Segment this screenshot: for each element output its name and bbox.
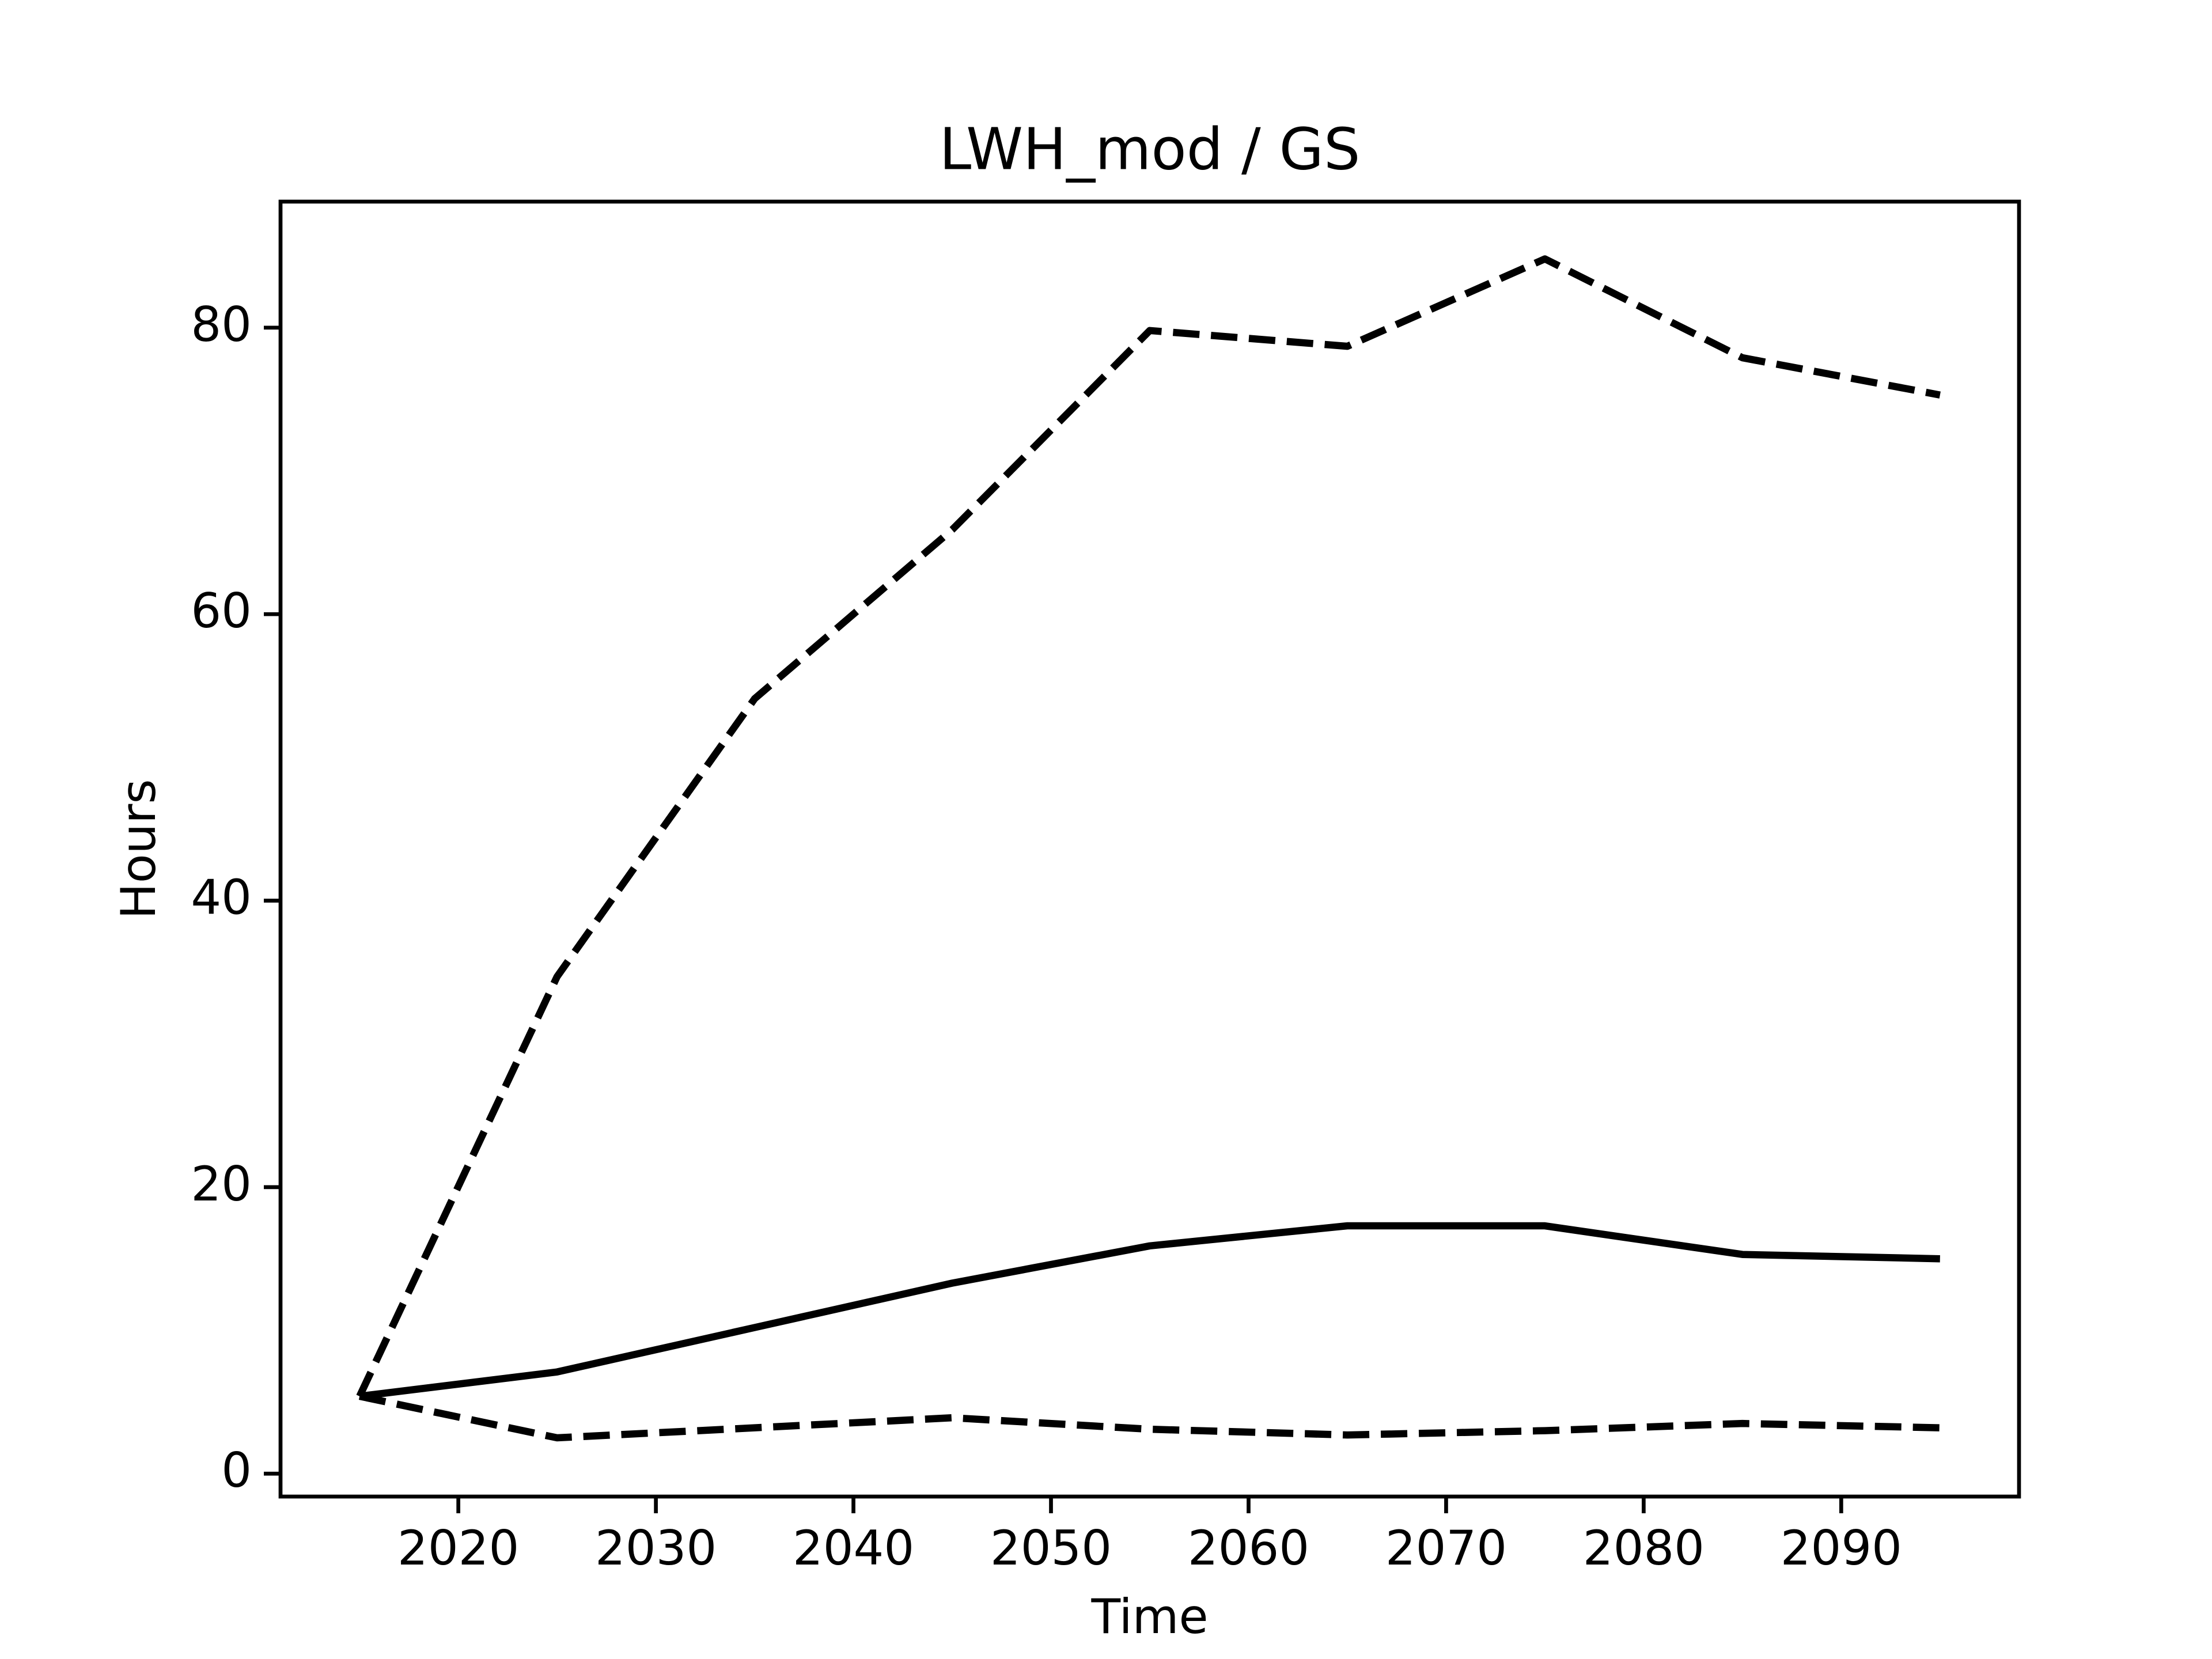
x-tick-label: 2060: [1188, 1520, 1309, 1576]
x-tick-label: 2050: [990, 1520, 1112, 1576]
plot-frame: [278, 199, 2021, 1499]
chart-title: LWH_mod / GS: [940, 115, 1361, 183]
series-line: [356, 255, 1941, 1398]
x-tick-label: 2030: [595, 1520, 717, 1576]
y-tick-label: 40: [191, 869, 252, 925]
x-tick-label: 2080: [1583, 1520, 1705, 1576]
x-tick-label: 2070: [1385, 1520, 1507, 1576]
x-tick-label: 2090: [1781, 1520, 1902, 1576]
y-tick-label: 60: [191, 583, 252, 639]
y-tick-label: 80: [191, 297, 252, 353]
x-tick-label: 2040: [793, 1520, 914, 1576]
y-tick-label: 20: [191, 1156, 252, 1212]
y-tick-label: 0: [221, 1442, 252, 1498]
x-axis-label: Time: [1090, 1589, 1208, 1645]
x-tick-label: 2020: [397, 1520, 519, 1576]
series-line: [358, 1392, 1940, 1442]
series-line: [359, 1222, 1940, 1400]
y-axis-label: Hours: [111, 779, 166, 919]
